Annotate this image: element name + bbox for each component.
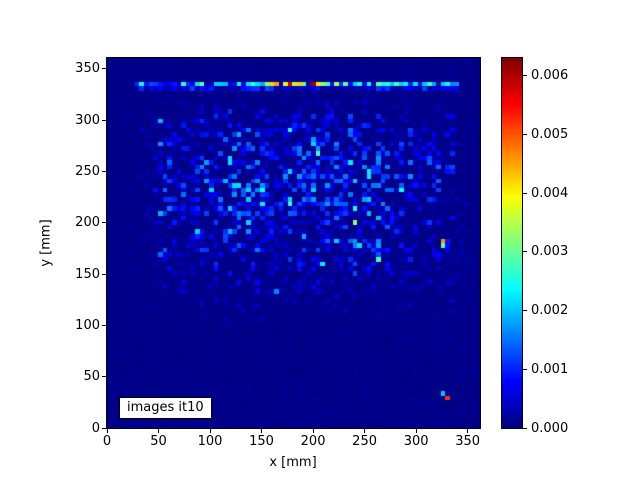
x-tick-label: 150	[249, 434, 274, 449]
y-tick-label: 350	[75, 61, 100, 77]
x-tick-mark	[364, 429, 366, 433]
colorbar-tick-label: 0.001	[531, 361, 569, 377]
colorbar-tick-mark	[523, 310, 527, 312]
y-tick-label: 250	[75, 163, 100, 179]
colorbar-tick-mark	[523, 427, 527, 429]
x-tick-mark	[106, 429, 108, 433]
x-tick-label: 200	[300, 434, 326, 449]
y-axis-label: y [mm]	[38, 219, 54, 267]
colorbar-tick-mark	[523, 251, 527, 253]
x-tick-mark	[209, 429, 211, 433]
y-tick-label: 0	[91, 420, 100, 436]
y-tick-label: 200	[75, 215, 100, 231]
colorbar-tick-label: 0.005	[531, 126, 569, 142]
colorbar-gradient	[501, 57, 523, 429]
colorbar-tick-label: 0.006	[531, 68, 569, 84]
x-tick-label: 350	[455, 434, 481, 449]
colorbar-tick-label: 0.000	[531, 420, 569, 436]
colorbar-tick-mark	[523, 133, 527, 135]
colorbar-tick-mark	[523, 368, 527, 370]
y-tick-label: 50	[83, 369, 100, 385]
y-tick-label: 100	[75, 317, 100, 333]
heatmap-image	[106, 57, 481, 429]
x-tick-label: 0	[102, 434, 112, 449]
y-tick-label: 300	[75, 112, 100, 128]
x-tick-label: 50	[150, 434, 167, 449]
colorbar-tick-mark	[523, 192, 527, 194]
y-tick-label: 150	[75, 266, 100, 282]
x-tick-mark	[158, 429, 160, 433]
x-tick-mark	[312, 429, 314, 433]
colorbar-tick-label: 0.003	[531, 244, 569, 260]
x-tick-mark	[261, 429, 263, 433]
x-tick-label: 250	[352, 434, 378, 449]
x-tick-mark	[415, 429, 417, 433]
colorbar-tick-label: 0.002	[531, 303, 569, 319]
annotation-box: images it10	[119, 397, 212, 419]
x-tick-label: 100	[197, 434, 223, 449]
colorbar-tick-label: 0.004	[531, 185, 569, 201]
x-tick-mark	[467, 429, 469, 433]
colorbar-tick-mark	[523, 75, 527, 77]
x-axis-label: x [mm]	[269, 455, 317, 470]
x-tick-label: 300	[403, 434, 429, 449]
